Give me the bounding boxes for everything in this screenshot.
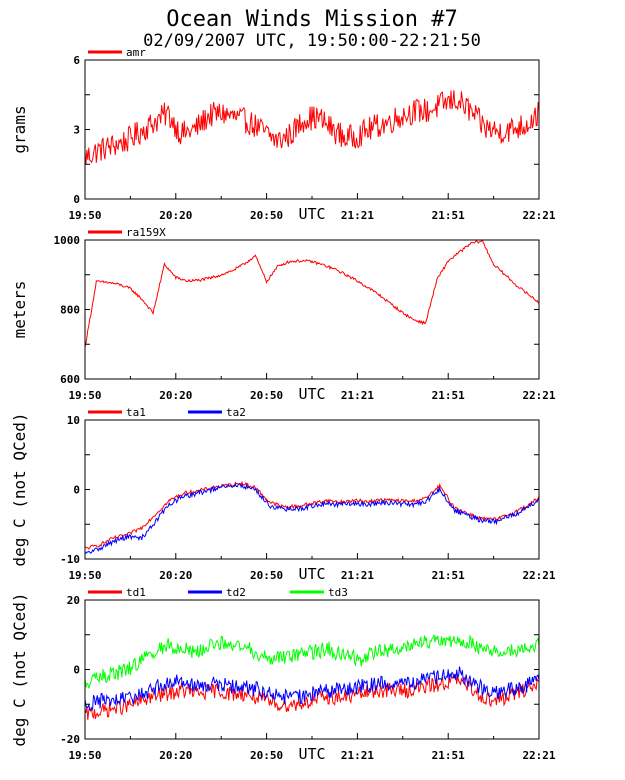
panels: amr 0 3 6 19:50 20:20 20:50 21:21 21:51 22:21 UTC g… [10,46,556,763]
y-tick-label: -20 [60,733,80,746]
x-tick-label: 20:20 [159,569,192,582]
legend-label-td3: td3 [328,586,348,599]
x-tick-label: 19:50 [68,209,101,222]
y-tick-label: 10 [67,414,80,427]
legend-label-td1: td1 [126,586,146,599]
x-tick-label: 19:50 [68,569,101,582]
y-tick-label: -10 [60,553,80,566]
x-tick-label: 19:50 [68,389,101,402]
chart-panel-2: ra159X 600 800 1000 19:50 20:20 20:50 21:21 21:5… [10,226,556,403]
plot-frame [84,419,540,560]
x-tick-label: 20:50 [250,389,283,402]
x-tick-label: 21:51 [432,209,465,222]
x-axis-label: UTC [298,745,325,763]
x-tick-label: 20:50 [250,749,283,762]
series-line-ra159X [85,240,539,348]
x-tick-label: 21:51 [432,749,465,762]
y-tick-label: 1000 [54,234,81,247]
x-axis-label: UTC [298,385,325,403]
plot-frame [84,599,540,740]
x-tick-label: 21:21 [341,569,374,582]
y-axis-label: deg C (not QCed) [10,412,29,566]
series-line-ta2 [85,482,539,554]
chart-panel-4: td1 td2 td3 -20 0 20 19:50 20:20 20:50 21:21 21:51… [10,586,556,763]
y-axis-label: grams [10,105,29,153]
x-tick-label: 20:50 [250,569,283,582]
y-axis-label: deg C (not QCed) [10,592,29,746]
x-tick-label: 22:21 [522,389,555,402]
x-tick-label: 20:20 [159,389,192,402]
x-tick-label: 21:21 [341,389,374,402]
chart-panel-1: amr 0 3 6 19:50 20:20 20:50 21:21 21:51 22:21 UTC g… [10,46,556,223]
x-tick-label: 22:21 [522,569,555,582]
x-tick-label: 19:50 [68,749,101,762]
series-line-td3 [85,634,539,689]
x-tick-label: 20:20 [159,209,192,222]
x-tick-label: 21:51 [432,569,465,582]
x-tick-label: 20:20 [159,749,192,762]
series-line-td2 [85,666,539,711]
y-tick-label: 600 [60,373,80,386]
chart-panel-3: ta1 ta2 -10 0 10 19:50 20:20 20:50 21:21 21:51 22:… [10,406,556,583]
y-tick-label: 6 [73,54,80,67]
legend-label-ra159X: ra159X [126,226,166,239]
legend-label-td2: td2 [226,586,246,599]
y-tick-label: 800 [60,304,80,317]
x-axis-label: UTC [298,565,325,583]
y-axis-label: meters [10,281,29,339]
y-tick-label: 3 [73,124,80,137]
x-tick-label: 21:51 [432,389,465,402]
y-tick-label: 0 [73,664,80,677]
figure-subtitle: 02/09/2007 UTC, 19:50:00-22:21:50 [143,31,481,51]
figure-title: Ocean Winds Mission #7 [166,7,457,32]
x-tick-label: 21:21 [341,209,374,222]
x-tick-label: 22:21 [522,749,555,762]
y-tick-label: 0 [73,484,80,497]
x-tick-label: 21:21 [341,749,374,762]
y-tick-label: 20 [67,594,80,607]
y-tick-label: 0 [73,193,80,206]
series-line-amr [85,90,539,165]
legend-label-ta1: ta1 [126,406,146,419]
legend-label-ta2: ta2 [226,406,246,419]
x-tick-label: 22:21 [522,209,555,222]
x-tick-label: 20:50 [250,209,283,222]
legend-label-amr: amr [126,46,146,59]
series-line-ta1 [85,480,539,550]
x-axis-label: UTC [298,205,325,223]
